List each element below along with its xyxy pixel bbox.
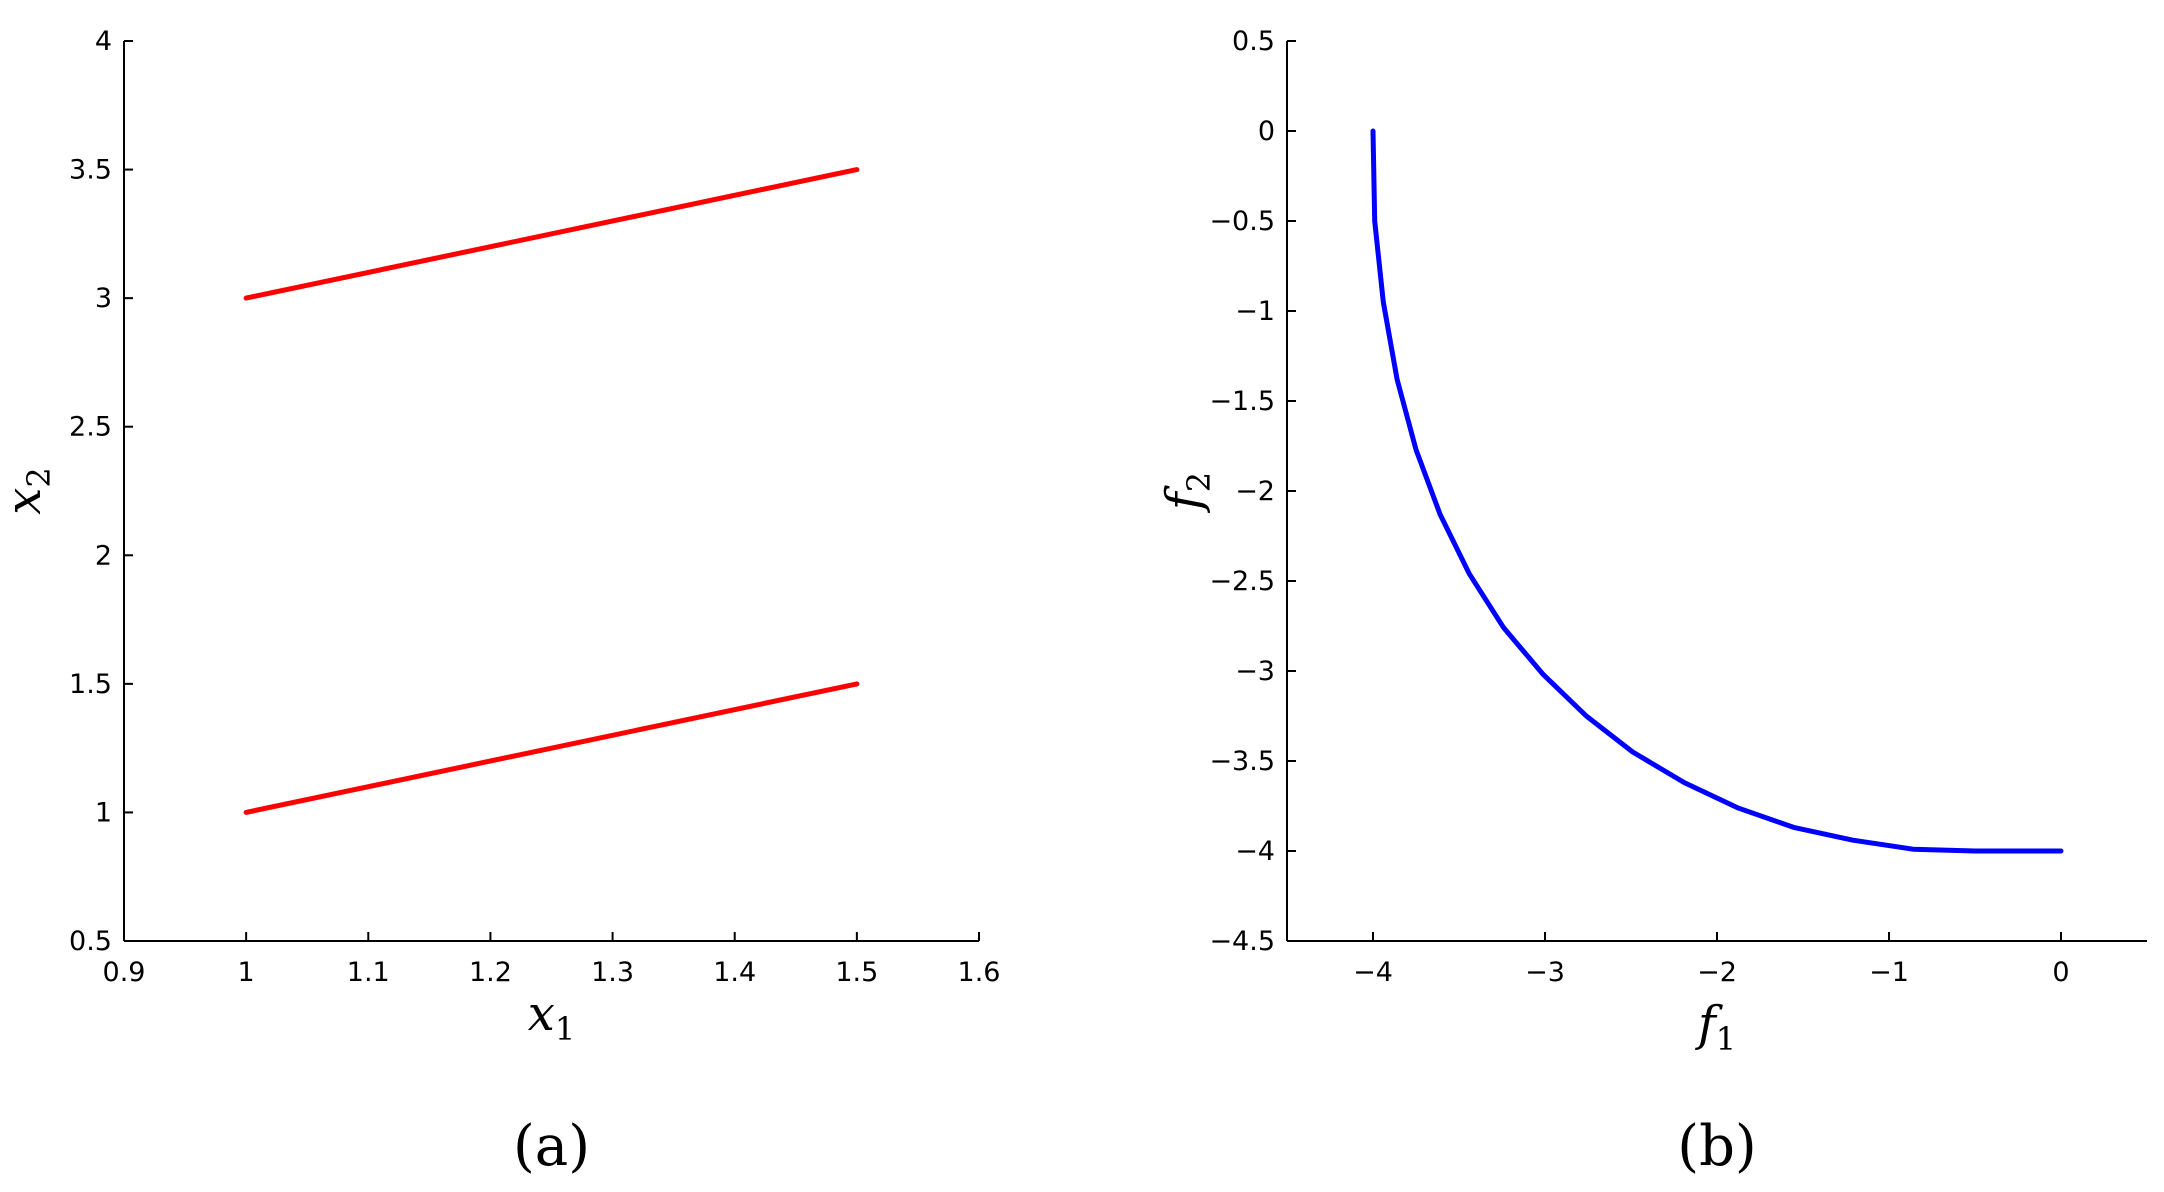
panel-b-y-tick-label: −3.5 — [1209, 746, 1275, 777]
panel-b-x-tick-label: −1 — [1869, 957, 1909, 988]
panel-a-y-tick-label: 3.5 — [69, 155, 112, 186]
panel-a-x-tick-label: 1.6 — [958, 957, 1001, 988]
panel-b-y-tick-label: −1.5 — [1209, 386, 1275, 417]
panel-b: −4 −3 −2 −1 0 0.5 0 −0.5 −1 −1.5 −2 −2.5 −3 −3.5 −4 −4.… — [1156, 26, 2147, 1179]
panel-a-x-tick-label: 1.2 — [469, 957, 512, 988]
panel-b-caption: (b) — [1677, 1114, 1757, 1179]
panel-b-y-tick-label: −0.5 — [1209, 206, 1275, 237]
panel-b-x-tick-label: 0 — [2052, 957, 2069, 988]
panel-a-x-tick-label: 1.1 — [347, 957, 390, 988]
panel-a-series-line-1 — [243, 681, 860, 815]
panel-a-x-tick-label: 1 — [238, 957, 255, 988]
panel-b-series-line-1 — [1370, 128, 2064, 854]
panel-b-x-axis-label: f1 — [1695, 996, 1736, 1058]
panel-b-y-tick-label: −4 — [1235, 836, 1275, 867]
panel-a-y-tick-label: 4 — [95, 26, 112, 57]
panel-b-y-tick-label: −1 — [1235, 296, 1275, 327]
panel-a-caption: (a) — [513, 1114, 590, 1179]
panel-a-y-tick-label: 2.5 — [69, 412, 112, 443]
panel-a-x-tick-label: 0.9 — [103, 957, 146, 988]
panel-a-y-tick-label: 1.5 — [69, 669, 112, 700]
panel-a-x-tick-label: 1.3 — [591, 957, 634, 988]
panel-a-y-tick-label: 0.5 — [69, 926, 112, 957]
panel-b-y-tick-label: 0.5 — [1232, 26, 1275, 57]
panel-b-y-tick-label: −2 — [1235, 476, 1275, 507]
panel-b-y-axis-label: f2 — [1156, 472, 1218, 513]
panel-b-x-tick-label: −2 — [1697, 957, 1737, 988]
panel-a-y-axis-label: x2 — [0, 467, 58, 514]
panel-a-y-tick-label: 2 — [95, 540, 112, 571]
panel-a-series-line-2 — [243, 167, 860, 301]
panel-b-y-tick-label: −4.5 — [1209, 926, 1275, 957]
panel-b-x-tick-label: −4 — [1353, 957, 1393, 988]
panel-a-x-axis-label: x1 — [528, 986, 575, 1048]
panel-a-y-tick-label: 3 — [95, 283, 112, 314]
panel-a-x-tick-label: 1.4 — [713, 957, 756, 988]
panel-a-x-tick-label: 1.5 — [835, 957, 878, 988]
panel-b-y-tick-label: 0 — [1258, 116, 1275, 147]
panel-b-y-tick-label: −2.5 — [1209, 566, 1275, 597]
panel-a-y-tick-label: 1 — [95, 797, 112, 828]
panel-b-y-tick-label: −3 — [1235, 656, 1275, 687]
panel-b-x-tick-label: −3 — [1525, 957, 1565, 988]
panel-a: 0.9 1 1.1 1.2 1.3 1.4 1.5 1.6 0.5 1 1.5 2 2.5 3 3.5 4 x1… — [0, 26, 1000, 1179]
